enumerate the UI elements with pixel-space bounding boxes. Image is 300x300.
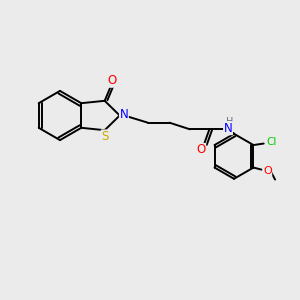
- Text: H: H: [226, 117, 234, 127]
- Text: O: O: [107, 74, 116, 87]
- Text: O: O: [196, 143, 206, 157]
- Text: N: N: [224, 122, 232, 135]
- Text: N: N: [119, 108, 128, 121]
- Text: S: S: [101, 130, 109, 143]
- Text: O: O: [263, 167, 272, 176]
- Text: Cl: Cl: [266, 137, 277, 147]
